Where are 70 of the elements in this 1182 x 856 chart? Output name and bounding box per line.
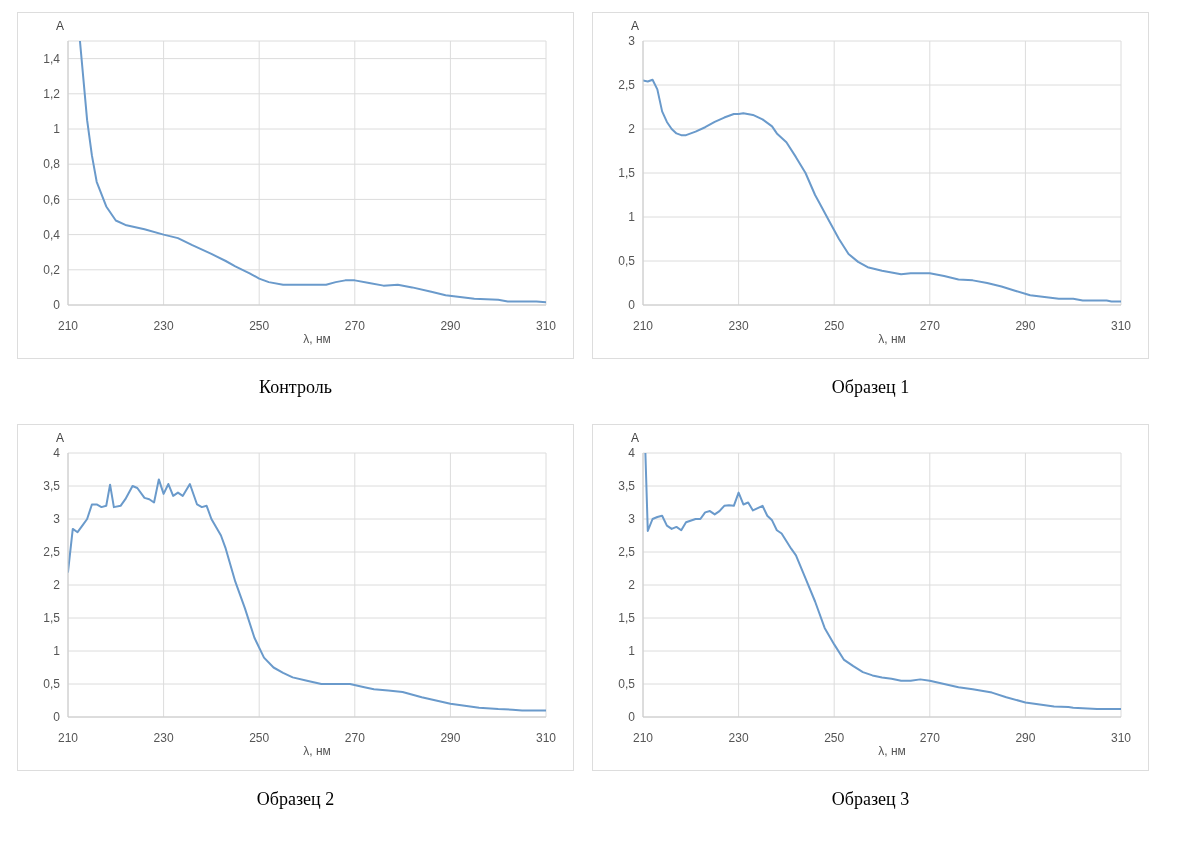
- y-tick-label: 0,5: [618, 677, 636, 692]
- x-tick-label: 290: [1015, 318, 1036, 333]
- y-tick-label: 1,2: [43, 87, 61, 102]
- y-tick-label: 3: [628, 512, 636, 527]
- y-tick-label: 2,5: [618, 545, 636, 560]
- y-tick-label: 0,4: [43, 227, 61, 242]
- y-tick-label: 2: [628, 578, 636, 593]
- x-tick-label: 270: [344, 318, 366, 333]
- y-tick-label: 2: [628, 122, 636, 137]
- x-axis-title: λ, нм: [303, 332, 331, 346]
- x-tick-label: 250: [824, 730, 845, 745]
- y-axis-title: A: [631, 19, 640, 33]
- y-tick-label: 3,5: [43, 479, 61, 494]
- y-tick-label: 3: [628, 34, 636, 49]
- x-tick-label: 290: [1015, 730, 1036, 745]
- y-tick-label: 1: [53, 122, 61, 137]
- y-tick-label: 0: [53, 298, 61, 313]
- x-tick-label: 310: [535, 318, 557, 333]
- y-tick-label: 1,5: [618, 611, 636, 626]
- x-tick-label: 250: [249, 318, 270, 333]
- y-tick-label: 2,5: [618, 78, 636, 93]
- y-tick-label: 1: [628, 644, 636, 659]
- y-axis-title: A: [56, 19, 65, 33]
- y-tick-label: 1,5: [618, 166, 636, 181]
- line-series: [68, 478, 546, 712]
- text: Образец 1: [830, 377, 911, 398]
- x-tick-label: 230: [153, 730, 174, 745]
- x-tick-label: 250: [249, 730, 270, 745]
- x-tick-label: 290: [440, 730, 461, 745]
- y-tick-label: 0,5: [43, 677, 61, 692]
- y-tick-label: 2,5: [43, 545, 61, 560]
- y-tick-label: 3,5: [618, 479, 636, 494]
- x-tick-label: 310: [1110, 730, 1132, 745]
- text: Контроль: [258, 377, 333, 398]
- y-tick-label: 0,2: [43, 263, 61, 278]
- y-tick-label: 1,4: [43, 51, 61, 66]
- x-tick-label: 230: [728, 730, 749, 745]
- x-tick-label: 310: [535, 730, 557, 745]
- y-tick-label: 1,5: [43, 611, 61, 626]
- x-tick-label: 270: [919, 318, 941, 333]
- x-tick-label: 230: [153, 318, 174, 333]
- y-tick-label: 0,5: [618, 254, 636, 269]
- x-tick-label: 310: [1110, 318, 1132, 333]
- y-tick-label: 4: [628, 446, 636, 461]
- y-tick-label: 4: [53, 446, 61, 461]
- x-tick-label: 210: [632, 730, 654, 745]
- x-tick-label: 270: [344, 730, 366, 745]
- y-tick-label: 0,8: [43, 157, 61, 172]
- y-tick-label: 3: [53, 512, 61, 527]
- x-tick-label: 270: [919, 730, 941, 745]
- x-tick-label: 230: [728, 318, 749, 333]
- y-tick-label: 2: [53, 578, 61, 593]
- x-tick-label: 210: [57, 318, 79, 333]
- x-tick-label: 210: [57, 730, 79, 745]
- x-tick-label: 250: [824, 318, 845, 333]
- text: Образец 3: [830, 789, 911, 810]
- y-tick-label: 0: [628, 710, 636, 725]
- y-tick-label: 1: [53, 644, 61, 659]
- x-axis-title: λ, нм: [303, 744, 331, 758]
- text: Образец 2: [255, 789, 336, 810]
- x-axis-title: λ, нм: [878, 332, 906, 346]
- x-tick-label: 210: [632, 318, 654, 333]
- x-tick-label: 290: [440, 318, 461, 333]
- y-tick-label: 0: [53, 710, 61, 725]
- y-tick-label: 0: [628, 298, 636, 313]
- y-axis-title: A: [56, 431, 65, 445]
- x-axis-title: λ, нм: [878, 744, 906, 758]
- y-axis-title: A: [631, 431, 640, 445]
- y-tick-label: 1: [628, 210, 636, 225]
- y-tick-label: 0,6: [43, 192, 61, 207]
